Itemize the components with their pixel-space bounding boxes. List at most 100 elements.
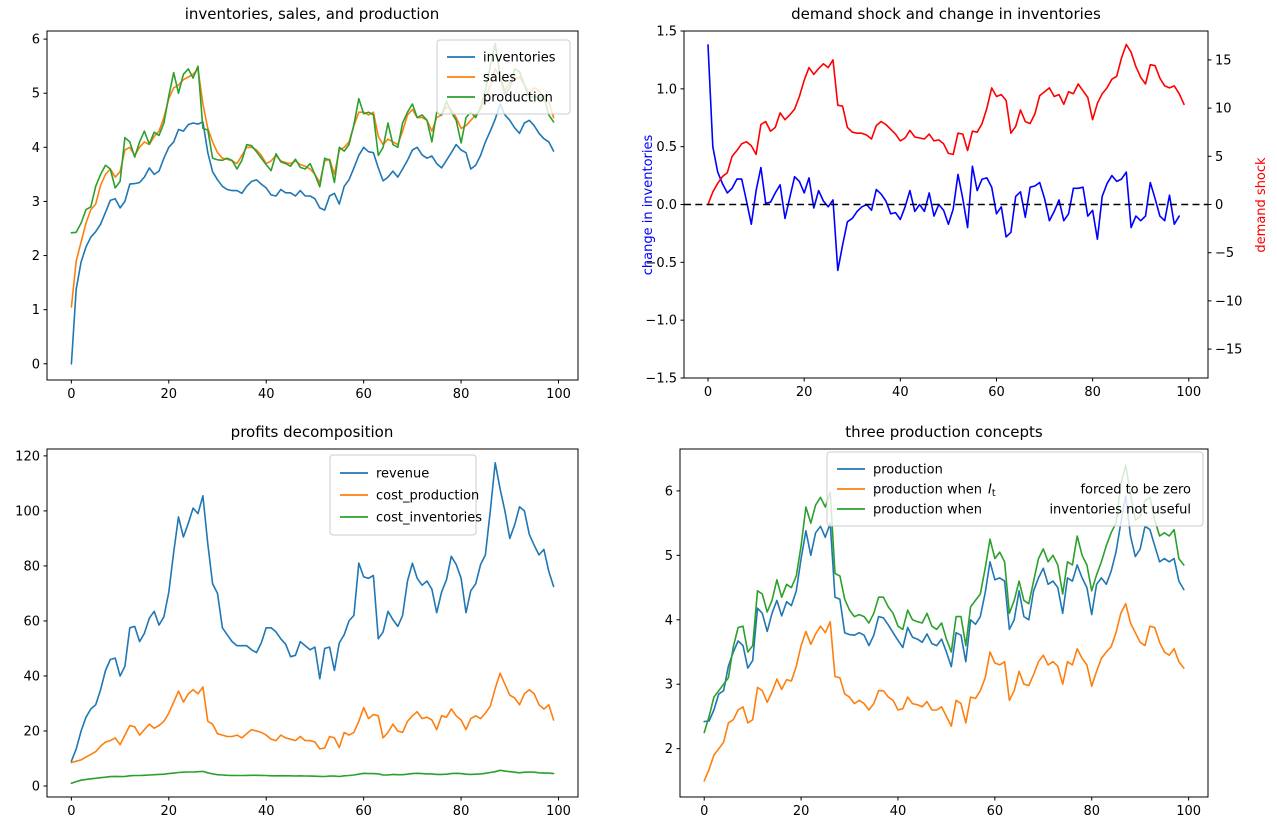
inventories-sales-production-plot: 0 20 40 60 80 100 0 1 2 3 4 5 6 inventories sales produ… bbox=[32, 30, 579, 402]
plot-border bbox=[679, 448, 1209, 798]
series-production-line bbox=[703, 495, 1185, 723]
axis-ticks: 0 20 40 60 80 100−1.5−1.0−0.50.00.51.01.5−15−… bbox=[645, 25, 1242, 401]
y2-axis-label: demand shock bbox=[1254, 157, 1269, 253]
legend-label-inventories-not-useful: inventories not useful bbox=[1049, 503, 1191, 518]
legend-box: revenue cost_production cost_inventories bbox=[329, 454, 482, 536]
series-production-when-inventories-not-useful-line bbox=[703, 464, 1185, 734]
svg-text:0.5: 0.5 bbox=[656, 140, 677, 155]
svg-text:−0.5: −0.5 bbox=[645, 256, 677, 271]
svg-text:20: 20 bbox=[23, 724, 40, 739]
chart-title-inventories-sales-production: inventories, sales, and production bbox=[184, 5, 440, 23]
svg-text:60: 60 bbox=[988, 385, 1005, 400]
svg-text:0.0: 0.0 bbox=[656, 198, 677, 213]
svg-text:15: 15 bbox=[1215, 53, 1232, 68]
svg-text:60: 60 bbox=[987, 804, 1004, 819]
legend-label-cost-production: cost_production bbox=[376, 489, 479, 504]
svg-text:−15: −15 bbox=[1215, 343, 1242, 358]
svg-text:3: 3 bbox=[32, 195, 40, 210]
chart-title-profits-decomposition: profits decomposition bbox=[230, 423, 394, 441]
svg-text:−5: −5 bbox=[1215, 246, 1234, 261]
svg-text:−10: −10 bbox=[1215, 294, 1242, 309]
svg-text:2: 2 bbox=[32, 249, 40, 264]
chart-title-three-production-concepts: three production concepts bbox=[845, 423, 1043, 441]
svg-text:1: 1 bbox=[32, 303, 40, 318]
plot-border bbox=[46, 30, 579, 381]
y-axis-label: change in inventories bbox=[641, 135, 656, 276]
svg-text:0: 0 bbox=[32, 779, 40, 794]
legend-box: production production when It forced to be … bbox=[826, 451, 1204, 527]
svg-text:80: 80 bbox=[23, 559, 40, 574]
svg-text:40: 40 bbox=[258, 387, 275, 402]
series-revenue-line bbox=[70, 461, 555, 763]
svg-text:5: 5 bbox=[665, 549, 673, 564]
series-lines bbox=[703, 464, 1185, 782]
axis-ticks: 0 20 40 60 80 100 0 20 40 60 80 100 120 bbox=[15, 449, 571, 819]
svg-text:0: 0 bbox=[700, 804, 708, 819]
svg-text:60: 60 bbox=[23, 614, 40, 629]
series-inventories-line bbox=[70, 103, 555, 365]
svg-text:80: 80 bbox=[1083, 804, 1100, 819]
chart-title-demand-shock: demand shock and change in inventories bbox=[791, 5, 1101, 23]
axis-ticks: 0 20 40 60 80 100 2 3 4 5 6 bbox=[665, 484, 1201, 819]
series-lines bbox=[70, 42, 555, 365]
series-demand-shock-line bbox=[707, 43, 1185, 206]
svg-text:20: 20 bbox=[793, 804, 810, 819]
svg-text:100: 100 bbox=[15, 504, 40, 519]
svg-text:20: 20 bbox=[161, 387, 178, 402]
svg-text:4: 4 bbox=[665, 613, 673, 628]
svg-text:3: 3 bbox=[665, 678, 673, 693]
series-cost-production-line bbox=[70, 672, 555, 764]
series-production-when-i-t-forced-to-be-zero-line bbox=[703, 602, 1185, 782]
legend-label-production-when: production when It bbox=[873, 483, 996, 500]
svg-text:40: 40 bbox=[892, 385, 909, 400]
series-cost-inventories-line bbox=[70, 769, 555, 785]
legend-label-production-when: production when bbox=[873, 503, 982, 518]
legend-label-inventories: inventories bbox=[483, 51, 556, 66]
svg-text:120: 120 bbox=[15, 449, 40, 464]
plot-border bbox=[46, 448, 579, 798]
svg-text:−1.0: −1.0 bbox=[645, 314, 677, 329]
legend-label-forced-to-be-zero: forced to be zero bbox=[1080, 483, 1191, 498]
series-change-in-inventories-line bbox=[707, 44, 1181, 272]
svg-text:100: 100 bbox=[1176, 804, 1201, 819]
svg-text:20: 20 bbox=[161, 804, 178, 819]
svg-text:80: 80 bbox=[453, 804, 470, 819]
svg-text:0: 0 bbox=[32, 357, 40, 372]
series-sales-line bbox=[70, 68, 555, 308]
svg-text:80: 80 bbox=[453, 387, 470, 402]
svg-text:0: 0 bbox=[1215, 198, 1223, 213]
legend-label-sales: sales bbox=[483, 71, 516, 86]
svg-text:2: 2 bbox=[665, 742, 673, 757]
three-production-concepts-plot: 0 20 40 60 80 100 2 3 4 5 6 production production wh… bbox=[665, 448, 1209, 819]
series-lines bbox=[707, 43, 1185, 272]
legend-label-revenue: revenue bbox=[376, 467, 429, 482]
svg-text:100: 100 bbox=[1176, 385, 1201, 400]
legend-label-production: production bbox=[483, 91, 553, 106]
svg-text:100: 100 bbox=[546, 387, 571, 402]
svg-text:10: 10 bbox=[1215, 102, 1232, 117]
svg-text:0: 0 bbox=[67, 804, 75, 819]
svg-text:5: 5 bbox=[32, 87, 40, 102]
series-lines bbox=[70, 461, 555, 785]
svg-text:40: 40 bbox=[890, 804, 907, 819]
svg-text:20: 20 bbox=[796, 385, 813, 400]
svg-text:40: 40 bbox=[258, 804, 275, 819]
svg-text:1.0: 1.0 bbox=[656, 82, 677, 97]
svg-text:6: 6 bbox=[665, 484, 673, 499]
svg-text:1.5: 1.5 bbox=[656, 25, 677, 40]
svg-text:5: 5 bbox=[1215, 150, 1223, 165]
svg-text:4: 4 bbox=[32, 141, 40, 156]
axis-ticks: 0 20 40 60 80 100 0 1 2 3 4 5 6 bbox=[32, 33, 571, 402]
svg-text:100: 100 bbox=[546, 804, 571, 819]
series-production-line bbox=[70, 42, 555, 234]
svg-text:0: 0 bbox=[704, 385, 712, 400]
profits-decomposition-plot: 0 20 40 60 80 100 0 20 40 60 80 100 120 revenue cost_p… bbox=[15, 448, 579, 819]
svg-text:−1.5: −1.5 bbox=[645, 372, 677, 387]
demand-shock-plot: 0 20 40 60 80 100−1.5−1.0−0.50.00.51.01.5−15−… bbox=[641, 25, 1269, 401]
svg-text:40: 40 bbox=[23, 669, 40, 684]
svg-text:6: 6 bbox=[32, 33, 40, 48]
svg-text:80: 80 bbox=[1084, 385, 1101, 400]
svg-text:0: 0 bbox=[67, 387, 75, 402]
legend-label-production: production bbox=[873, 463, 943, 478]
